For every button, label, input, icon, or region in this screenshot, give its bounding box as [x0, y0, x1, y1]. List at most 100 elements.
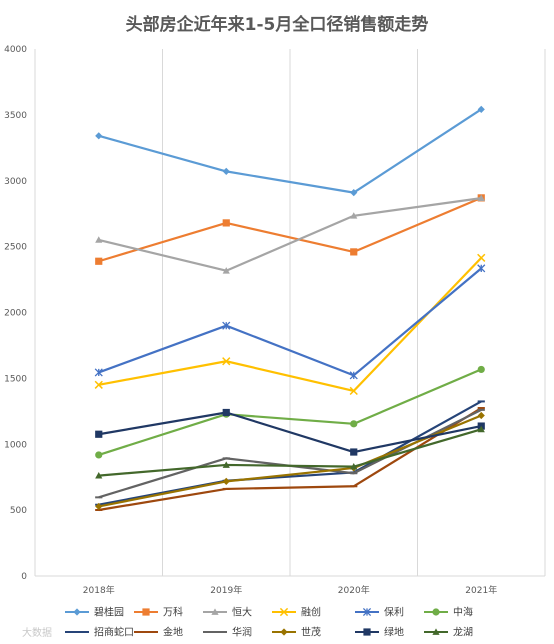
legend-label: 金地 [163, 626, 183, 639]
series-line [98, 257, 483, 392]
series-line [98, 267, 482, 377]
gridlines [34, 49, 546, 577]
series-group [94, 253, 486, 396]
data-point [222, 477, 230, 486]
series-line [98, 411, 482, 454]
legend-label: 融创 [301, 606, 321, 619]
data-point [349, 371, 358, 380]
series-layer [94, 105, 486, 512]
data-point [95, 236, 103, 243]
data-point [477, 365, 485, 374]
y-tick-label: 4000 [4, 45, 27, 55]
x-axis: 2018年 2019年 2020年 2021年 [83, 584, 497, 596]
data-point [222, 267, 230, 274]
series-line [98, 428, 482, 477]
series-line [98, 414, 482, 508]
series-group [95, 194, 485, 274]
data-point [350, 248, 358, 256]
data-point [350, 463, 358, 470]
x-tick-label: 2019年 [210, 584, 242, 596]
legend-label: 华润 [232, 626, 252, 639]
data-point [222, 408, 230, 417]
chart-title: 头部房企近年来1-5月全口径销售额走势 [126, 14, 429, 35]
series-line [98, 197, 482, 272]
series-group [95, 425, 485, 479]
data-point [477, 253, 486, 262]
data-point [95, 451, 103, 459]
legend-marker [280, 628, 288, 636]
legend-item: 绿地 [355, 626, 404, 639]
y-tick-label: 1000 [4, 440, 27, 450]
series-line [98, 196, 482, 263]
data-point [95, 472, 103, 479]
legend-marker [73, 608, 81, 616]
legend-label: 中海 [453, 606, 473, 619]
x-tick-label: 2018年 [83, 584, 115, 596]
legend-label: 保利 [384, 606, 404, 619]
x-tick-label: 2021年 [465, 584, 497, 596]
series-line [98, 108, 482, 194]
data-point [222, 219, 230, 227]
data-point [222, 461, 230, 468]
y-tick-label: 2000 [4, 309, 27, 319]
legend-item: 世茂 [272, 626, 321, 639]
legend-item: 招商蛇口 [65, 626, 134, 639]
legend-item: 龙湖 [424, 626, 473, 639]
legend-item: 万科 [134, 606, 183, 619]
data-point [222, 357, 231, 366]
legend-marker [363, 628, 371, 636]
legend-label: 碧桂园 [94, 606, 124, 619]
data-point [350, 420, 358, 428]
data-point [350, 212, 358, 219]
data-point [350, 189, 358, 197]
data-point [477, 264, 486, 273]
data-point [222, 321, 231, 330]
data-point [350, 448, 358, 456]
legend-marker [279, 607, 289, 617]
legend-marker [362, 607, 372, 617]
legend-label: 龙湖 [453, 626, 473, 639]
y-tick-label: 0 [21, 572, 27, 582]
data-point [477, 194, 485, 202]
legend-label: 绿地 [384, 626, 404, 639]
legend-marker [142, 608, 150, 616]
y-tick-label: 500 [10, 506, 27, 516]
legend-item: 中海 [424, 606, 473, 619]
data-point [95, 430, 103, 438]
data-point [95, 257, 103, 265]
series-line [98, 368, 482, 456]
x-tick-label: 2020年 [338, 584, 370, 596]
legend-item: 碧桂园 [65, 606, 124, 619]
legend-item: 融创 [272, 606, 321, 619]
data-point [95, 502, 103, 511]
series-group [94, 264, 486, 380]
legend-marker [432, 608, 440, 616]
series-group [95, 105, 485, 197]
legend-item: 恒大 [203, 606, 252, 619]
series-line [98, 400, 482, 506]
data-point [477, 105, 485, 113]
legend-marker [211, 608, 219, 615]
legend-label: 世茂 [301, 626, 321, 639]
y-tick-label: 1500 [4, 374, 27, 384]
legend-marker [432, 628, 440, 635]
legend-label: 万科 [163, 606, 183, 619]
legend-label: 招商蛇口 [94, 626, 134, 639]
data-point [477, 425, 485, 433]
data-point [222, 167, 230, 175]
data-point [95, 132, 103, 140]
y-axis: 0 500 1000 1500 2000 2500 3000 3500 4000 [4, 45, 27, 582]
legend-item: 金地 [134, 626, 183, 639]
watermark: 大数据 [22, 626, 52, 639]
legend-label: 恒大 [232, 606, 252, 619]
data-point [349, 386, 358, 396]
y-tick-label: 2500 [4, 243, 27, 253]
data-point [94, 380, 103, 389]
y-tick-label: 3000 [4, 177, 27, 187]
legend-item: 保利 [355, 606, 404, 619]
legend-item: 华润 [203, 626, 252, 639]
y-tick-label: 3500 [4, 111, 27, 121]
data-point [477, 411, 485, 420]
